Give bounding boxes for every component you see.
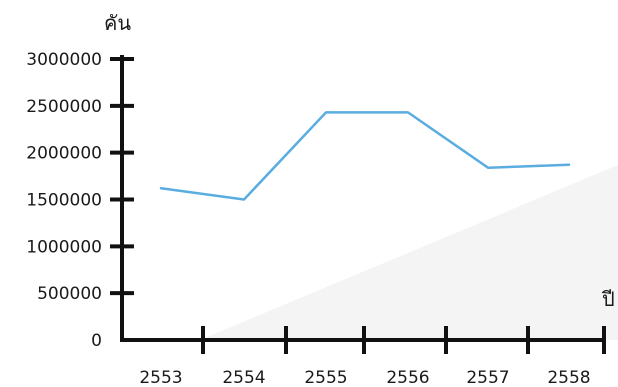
y-tick-label: 3000000: [26, 50, 102, 70]
background-shade: [200, 165, 618, 340]
x-tick-label: 2558: [547, 368, 590, 387]
y-tick-label: 1500000: [26, 191, 102, 211]
y-tick-label: 2000000: [26, 144, 102, 164]
series: [159, 111, 571, 201]
y-axis: 0 500000 1000000 1500000 2000000 2500000 30000…: [26, 50, 134, 351]
y-axis-unit-label: คัน: [104, 11, 131, 35]
series-line: [159, 111, 571, 201]
x-tick-label: 2554: [222, 368, 265, 387]
y-tick-label: 500000: [37, 284, 102, 304]
x-axis: 2553 2554 2555 2556 2557 2558: [120, 326, 606, 387]
x-tick-label: 2557: [466, 368, 509, 387]
x-tick-label: 2556: [386, 368, 429, 387]
y-tick-label: 2500000: [26, 97, 102, 117]
x-tick-label: 2553: [139, 368, 182, 387]
x-tick-label: 2555: [304, 368, 347, 387]
y-tick-label: 1000000: [26, 237, 102, 257]
y-tick-label: 0: [91, 331, 102, 351]
x-axis-unit-label: ปี: [602, 287, 615, 311]
